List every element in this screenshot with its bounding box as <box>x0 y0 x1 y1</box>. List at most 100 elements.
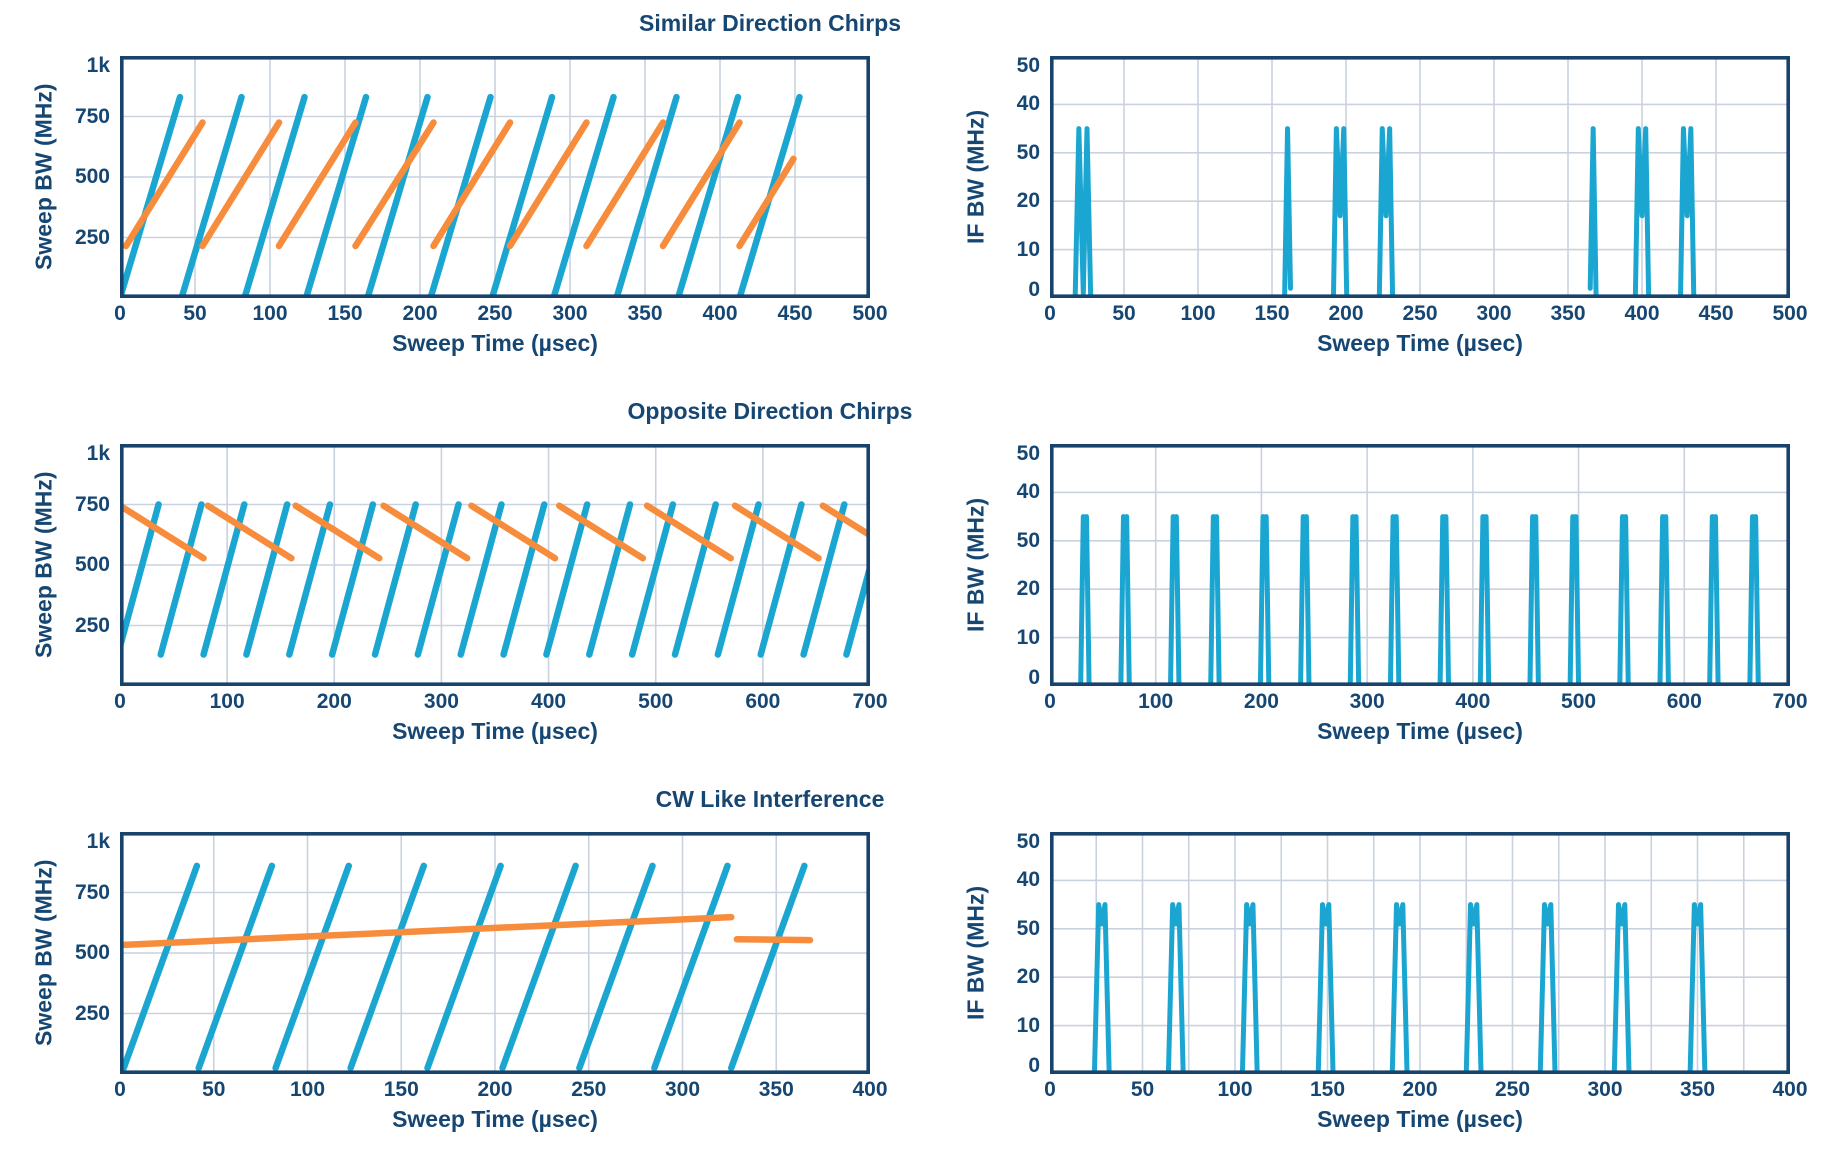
y-tick-label: 50 <box>1016 140 1040 164</box>
x-tick-label: 100 <box>209 690 245 713</box>
y-axis-label: IF BW (MHz) <box>962 497 989 633</box>
x-tick-label: 450 <box>777 302 813 325</box>
x-tick-label: 250 <box>477 302 513 325</box>
x-tick-label: 300 <box>423 690 459 713</box>
x-tick-label: 400 <box>702 302 738 325</box>
x-tick-label: 100 <box>1138 690 1174 713</box>
y-tick-label: 20 <box>1016 577 1040 601</box>
x-tick-label: 600 <box>1666 690 1702 713</box>
if-bw-chart-opposite: IF BW (MHz) 0 10 20 50 40 50 0 100 200 300 400 500… <box>958 442 1808 750</box>
plot-area <box>120 832 870 1074</box>
x-tick-label: 700 <box>1772 690 1808 713</box>
x-axis-ticks: 0 100 200 300 400 500 600 700 <box>114 686 887 716</box>
y-axis-label: Sweep BW (MHz) <box>30 83 57 271</box>
x-tick-label: 150 <box>383 1078 419 1101</box>
plot-area <box>1050 56 1790 298</box>
x-tick-label: 400 <box>1624 302 1660 325</box>
x-tick-label: 200 <box>402 302 438 325</box>
x-tick-label: 300 <box>1349 690 1385 713</box>
y-axis-label: IF BW (MHz) <box>962 885 989 1021</box>
x-tick-label: 350 <box>758 1078 794 1101</box>
y-axis-ticks: 250 500 750 1k <box>62 830 120 1074</box>
x-tick-label: 50 <box>1112 302 1136 325</box>
y-tick-label: 10 <box>1016 1013 1040 1037</box>
y-tick-label: 1k <box>86 442 110 465</box>
sweep-bw-chart-opposite: Sweep BW (MHz) 250 500 750 1k 0 100 200 300 400… <box>26 442 888 750</box>
x-tick-label: 300 <box>552 302 588 325</box>
y-tick-label: 0 <box>1028 1054 1040 1077</box>
x-tick-label: 100 <box>1180 302 1216 325</box>
y-tick-label: 20 <box>1016 189 1040 213</box>
y-tick-label: 1k <box>86 54 110 77</box>
y-tick-label: 500 <box>74 553 110 576</box>
if-bw-chart-cw: IF BW (MHz) 0 10 20 50 40 50 0 50 100 150 200 250 3… <box>958 830 1808 1138</box>
x-tick-label: 400 <box>531 690 567 713</box>
x-axis-ticks: 0 100 200 300 400 500 600 700 <box>1044 686 1807 716</box>
x-axis-label: Sweep Time (µsec) <box>392 330 598 356</box>
plot-area <box>1050 832 1790 1074</box>
y-tick-label: 10 <box>1016 237 1040 261</box>
x-tick-label: 200 <box>1243 690 1279 713</box>
y-tick-label: 250 <box>74 613 110 637</box>
x-axis-label: Sweep Time (µsec) <box>392 718 598 744</box>
row-cw-like-interference: CW Like Interference Sweep BW (MHz) 250 5… <box>0 776 1837 1164</box>
x-tick-label: 500 <box>852 302 888 325</box>
x-tick-label: 350 <box>1550 302 1586 325</box>
x-axis-ticks: 0 50 100 150 200 250 300 350 400 <box>1044 1074 1807 1104</box>
y-tick-label: 0 <box>1028 666 1040 689</box>
row-similar-direction-chirps: Similar Direction Chirps Sweep BW (MHz) … <box>0 0 1837 388</box>
x-tick-label: 350 <box>627 302 663 325</box>
x-tick-label: 0 <box>1044 690 1056 713</box>
x-tick-label: 250 <box>571 1078 607 1101</box>
y-axis-ticks: 250 500 750 1k <box>62 442 120 686</box>
y-tick-label: 50 <box>1016 54 1040 77</box>
x-tick-label: 0 <box>1044 302 1056 325</box>
x-axis-label: Sweep Time (µsec) <box>1317 718 1523 744</box>
y-tick-label: 750 <box>74 492 110 516</box>
sweep-bw-chart-cw: Sweep BW (MHz) 250 500 750 1k 0 50 100 150 200 2… <box>26 830 888 1138</box>
y-tick-label: 50 <box>1016 830 1040 853</box>
x-tick-label: 0 <box>114 690 126 713</box>
x-axis-label: Sweep Time (µsec) <box>1317 1106 1523 1132</box>
y-tick-label: 500 <box>74 165 110 188</box>
x-tick-label: 50 <box>1130 1078 1155 1101</box>
x-tick-label: 400 <box>852 1078 888 1101</box>
x-axis-label: Sweep Time (µsec) <box>392 1106 598 1132</box>
x-axis-ticks: 0 50 100 150 200 250 300 350 400 450 500 <box>1044 298 1807 328</box>
row-title-opposite-direction: Opposite Direction Chirps <box>627 398 913 424</box>
x-tick-label: 0 <box>1044 1078 1056 1101</box>
x-tick-label: 250 <box>1402 302 1438 325</box>
x-tick-label: 400 <box>1772 1078 1808 1101</box>
x-tick-label: 100 <box>289 1078 326 1101</box>
y-tick-label: 20 <box>1016 965 1040 989</box>
y-tick-label: 10 <box>1016 625 1040 649</box>
x-tick-label: 250 <box>1494 1078 1531 1101</box>
x-tick-label: 100 <box>1217 1078 1253 1101</box>
x-tick-label: 200 <box>1328 302 1364 325</box>
x-axis-ticks: 0 50 100 150 200 250 300 350 400 <box>114 1074 887 1104</box>
x-tick-label: 500 <box>1772 302 1808 325</box>
x-tick-label: 150 <box>1254 302 1290 325</box>
sweep-bw-chart-similar: Sweep BW (MHz) 250 500 750 1k 0 50 100 150 200 2… <box>26 54 888 362</box>
x-axis-label: Sweep Time (µsec) <box>1317 330 1523 356</box>
x-tick-label: 300 <box>1476 302 1512 325</box>
y-tick-label: 750 <box>74 104 110 128</box>
y-tick-label: 0 <box>1028 278 1040 301</box>
y-axis-ticks: 0 10 20 50 40 50 <box>994 54 1050 301</box>
y-tick-label: 40 <box>1016 480 1040 504</box>
x-tick-label: 500 <box>1561 690 1597 713</box>
plot-area <box>120 444 870 686</box>
x-axis-ticks: 0 50 100 150 200 250 300 350 400 450 500 <box>114 298 887 328</box>
x-tick-label: 50 <box>183 302 207 325</box>
y-tick-label: 250 <box>74 1001 110 1025</box>
x-tick-label: 500 <box>638 690 674 713</box>
x-tick-label: 300 <box>664 1078 701 1101</box>
x-tick-label: 350 <box>1679 1078 1716 1101</box>
y-axis-ticks: 250 500 750 1k <box>62 54 120 298</box>
x-tick-label: 300 <box>1587 1078 1623 1101</box>
y-axis-label: Sweep BW (MHz) <box>30 859 57 1047</box>
y-tick-label: 40 <box>1016 868 1040 892</box>
x-tick-label: 100 <box>252 302 288 325</box>
x-tick-label: 0 <box>114 1078 126 1101</box>
